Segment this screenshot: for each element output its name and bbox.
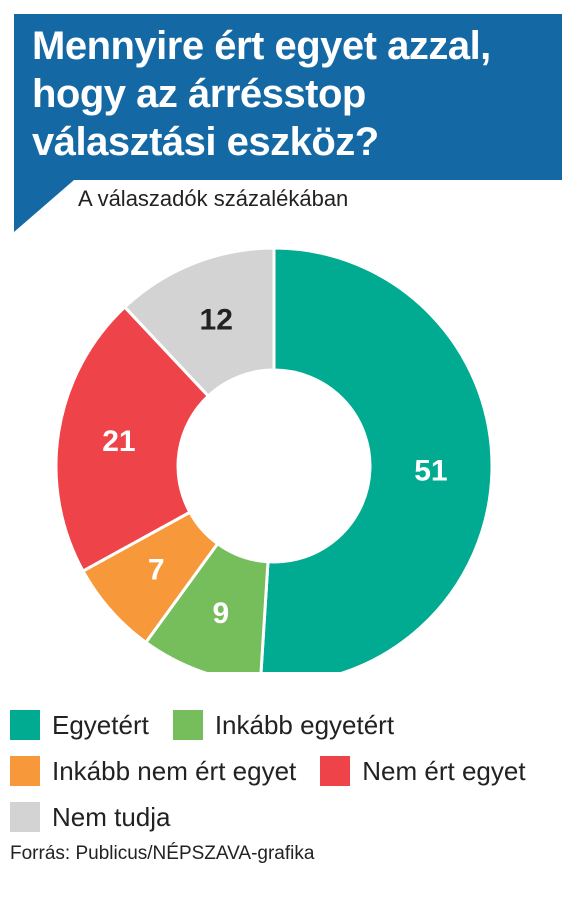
banner-notch: [14, 180, 74, 232]
legend: Egyetért Inkább egyetért Inkább nem ért eg…: [10, 702, 550, 840]
legend-label-nem-ert-egyet: Nem ért egyet: [362, 755, 526, 786]
slice-label-egyetert: 51: [414, 454, 447, 487]
legend-row: Nem tudja: [10, 794, 550, 840]
legend-swatch-inkabb-nem-ert-egyet: [10, 756, 40, 786]
legend-row: Inkább nem ért egyet Nem ért egyet: [10, 748, 550, 794]
title-banner: Mennyire ért egyet azzal, hogy az árréss…: [14, 14, 562, 180]
chart-subtitle: A válaszadók százalékában: [78, 186, 349, 211]
legend-label-egyetert: Egyetért: [52, 709, 149, 740]
slice-labels-group: 51 9 7 21 12: [102, 304, 447, 631]
legend-swatch-inkabb-egyetert: [172, 710, 203, 740]
legend-swatch-egyetert: [10, 710, 40, 740]
legend-swatch-nem-ert-egyet: [320, 756, 351, 786]
legend-label-nem-tudja: Nem tudja: [52, 801, 171, 832]
legend-label-inkabb-nem-ert-egyet: Inkább nem ért egyet: [52, 755, 297, 786]
slice-label-inkabb-egyetert: 9: [212, 597, 229, 630]
source-note: Forrás: Publicus/NÉPSZAVA-grafika: [10, 843, 315, 864]
legend-item-nem-tudja: Nem tudja: [10, 802, 171, 833]
slice-nem-tudja: [122, 246, 276, 399]
slice-nem-ert-egyet: [54, 304, 211, 574]
chart-title: Mennyire ért egyet azzal, hogy az árréss…: [32, 24, 491, 164]
slices-group: [54, 246, 494, 672]
legend-item-inkabb-nem-ert-egyet: Inkább nem ért egyet: [10, 756, 296, 787]
slice-label-inkabb-nem-ert-egyet: 7: [148, 553, 165, 586]
legend-item-nem-ert-egyet: Nem ért egyet: [320, 755, 526, 787]
slice-label-nem-ert-egyet: 21: [102, 425, 135, 458]
legend-item-inkabb-egyetert: Inkább egyetért: [172, 709, 395, 741]
legend-row: Egyetért Inkább egyetért: [10, 702, 550, 748]
donut-chart: 51 9 7 21 12: [54, 246, 494, 672]
legend-label-inkabb-egyetert: Inkább egyetért: [214, 709, 395, 740]
slice-label-nem-tudja: 12: [200, 304, 233, 337]
legend-item-egyetert: Egyetért: [10, 710, 149, 741]
legend-swatch-nem-tudja: [10, 802, 40, 832]
slice-egyetert: [259, 246, 494, 672]
